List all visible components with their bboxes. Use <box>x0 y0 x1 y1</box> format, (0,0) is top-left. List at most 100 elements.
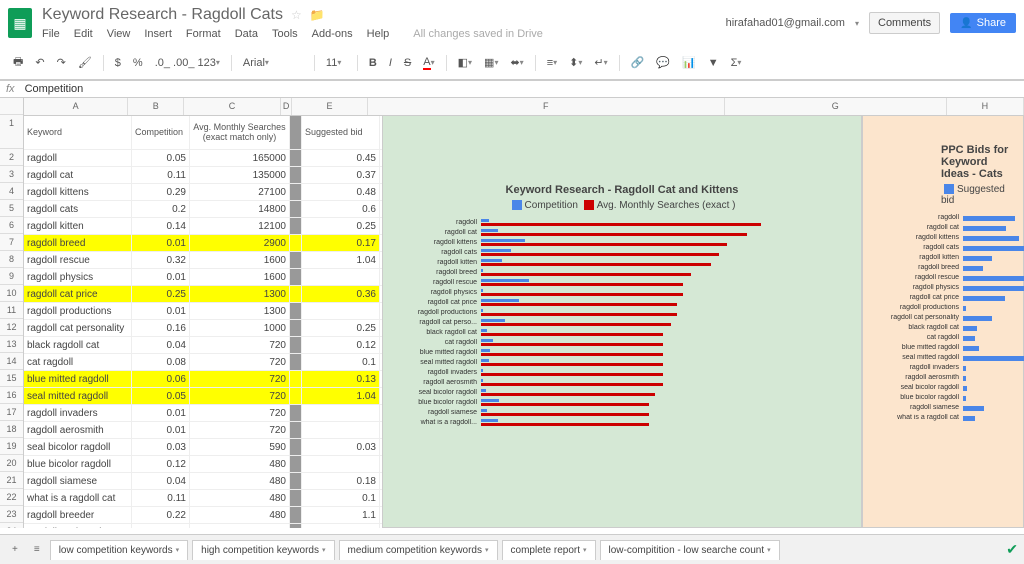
cell[interactable]: ragdoll physics <box>24 269 132 285</box>
cell[interactable]: 0.08 <box>132 354 190 370</box>
cell[interactable] <box>290 286 302 302</box>
cell[interactable]: 14800 <box>190 201 290 217</box>
row-header[interactable]: 10 <box>0 285 23 302</box>
menu-help[interactable]: Help <box>367 28 390 40</box>
cell[interactable]: 720 <box>190 337 290 353</box>
menu-edit[interactable]: Edit <box>74 28 93 40</box>
fill-color-icon[interactable]: ◧ <box>453 53 477 72</box>
cell[interactable]: 12100 <box>190 218 290 234</box>
font-selector[interactable]: Arial <box>238 54 308 72</box>
menu-tools[interactable]: Tools <box>272 28 298 40</box>
borders-icon[interactable]: ▦ <box>479 53 503 72</box>
cell[interactable]: 0.05 <box>132 388 190 404</box>
row-header[interactable]: 17 <box>0 404 23 421</box>
cell[interactable]: 0.25 <box>132 286 190 302</box>
cell[interactable]: blue bicolor ragdoll <box>24 456 132 472</box>
row-header[interactable]: 12 <box>0 319 23 336</box>
sheet-tab[interactable]: low competition keywords <box>50 540 188 560</box>
cell[interactable]: what is a ragdoll cat <box>24 490 132 506</box>
chart-icon[interactable]: 📊 <box>677 53 701 72</box>
cell[interactable]: 0.48 <box>302 184 380 200</box>
cell[interactable]: 480 <box>190 490 290 506</box>
paint-icon[interactable]: 🖌 <box>73 53 97 72</box>
cell[interactable]: 720 <box>190 371 290 387</box>
cell[interactable]: 0.72 <box>302 524 380 528</box>
cell[interactable] <box>302 422 380 438</box>
row-header[interactable]: 16 <box>0 387 23 404</box>
font-size[interactable]: 11 <box>321 54 351 72</box>
cell[interactable]: 0.12 <box>132 456 190 472</box>
sheet-tab[interactable]: low-compitition - low searche count <box>600 540 780 560</box>
cell[interactable]: ragdoll cat personality <box>24 320 132 336</box>
cell[interactable]: 0.01 <box>132 422 190 438</box>
star-icon[interactable]: ☆ <box>291 8 302 22</box>
cell[interactable]: 1600 <box>190 252 290 268</box>
cell[interactable]: 1600 <box>190 269 290 285</box>
cell[interactable]: 0.01 <box>132 269 190 285</box>
number-format[interactable]: .0_ .00_ 123 <box>150 54 225 72</box>
merge-icon[interactable]: ⬌ <box>505 53 528 72</box>
cell[interactable]: 0.1 <box>302 490 380 506</box>
row-header[interactable]: 2 <box>0 149 23 166</box>
cell[interactable] <box>290 252 302 268</box>
menu-file[interactable]: File <box>42 28 60 40</box>
cell[interactable]: 0.25 <box>302 218 380 234</box>
cell[interactable]: 720 <box>190 354 290 370</box>
cell[interactable]: 720 <box>190 405 290 421</box>
redo-icon[interactable]: ↷ <box>52 53 71 72</box>
menu-add-ons[interactable]: Add-ons <box>312 28 353 40</box>
cell[interactable] <box>302 405 380 421</box>
cell[interactable]: 0.13 <box>302 371 380 387</box>
cell[interactable] <box>290 303 302 319</box>
cell[interactable]: 2900 <box>190 235 290 251</box>
comment-icon[interactable]: 💬 <box>651 53 675 72</box>
cell[interactable]: ragdoll kitten <box>24 218 132 234</box>
cell[interactable] <box>290 167 302 183</box>
chart-ppc-bids[interactable]: PPC Bids for Keyword Ideas - Cats Sugges… <box>862 115 1024 528</box>
menu-data[interactable]: Data <box>235 28 258 40</box>
link-icon[interactable]: 🔗 <box>626 53 650 72</box>
cell[interactable] <box>290 269 302 285</box>
cell[interactable] <box>290 388 302 404</box>
cell[interactable]: ragdoll kittens <box>24 184 132 200</box>
cell[interactable]: 0.12 <box>302 337 380 353</box>
cell[interactable] <box>290 201 302 217</box>
sheet-tab[interactable]: high competition keywords <box>192 540 334 560</box>
cell[interactable]: 0.01 <box>132 235 190 251</box>
wrap-icon[interactable]: ↵ <box>589 53 612 72</box>
currency-icon[interactable]: $ <box>110 54 126 72</box>
cell[interactable]: 0.11 <box>132 167 190 183</box>
cell[interactable]: 0.18 <box>302 473 380 489</box>
row-header[interactable]: 21 <box>0 472 23 489</box>
col-header-E[interactable]: E <box>292 98 367 115</box>
cell[interactable]: 0.37 <box>302 167 380 183</box>
row-header[interactable]: 1 <box>0 115 23 149</box>
cell[interactable] <box>290 371 302 387</box>
cell[interactable]: ragdoll invaders <box>24 405 132 421</box>
cell[interactable]: 0.03 <box>132 439 190 455</box>
percent-icon[interactable]: % <box>128 54 148 72</box>
cell[interactable]: 720 <box>190 388 290 404</box>
cell[interactable]: 0.6 <box>302 201 380 217</box>
row-header[interactable]: 15 <box>0 370 23 387</box>
cell[interactable] <box>290 422 302 438</box>
sheet-tab[interactable]: complete report <box>502 540 596 560</box>
bold-icon[interactable]: B <box>364 54 382 72</box>
cell[interactable] <box>290 235 302 251</box>
cell[interactable]: 135000 <box>190 167 290 183</box>
share-button[interactable]: Share <box>950 13 1016 33</box>
row-header[interactable]: 6 <box>0 217 23 234</box>
cell[interactable] <box>302 456 380 472</box>
cell[interactable]: ragdoll aerosmith <box>24 422 132 438</box>
cell[interactable]: 480 <box>190 456 290 472</box>
cell[interactable]: blue mitted ragdoll <box>24 371 132 387</box>
filter-icon[interactable]: ▼ <box>703 54 724 72</box>
menu-view[interactable]: View <box>107 28 131 40</box>
row-header[interactable]: 24 <box>0 523 23 528</box>
cell[interactable]: black ragdoll cat <box>24 337 132 353</box>
row-header[interactable]: 23 <box>0 506 23 523</box>
cell[interactable]: 0.2 <box>132 201 190 217</box>
cell[interactable]: seal bicolor ragdoll <box>24 439 132 455</box>
cell[interactable]: 720 <box>190 422 290 438</box>
cell[interactable]: 0.14 <box>132 218 190 234</box>
